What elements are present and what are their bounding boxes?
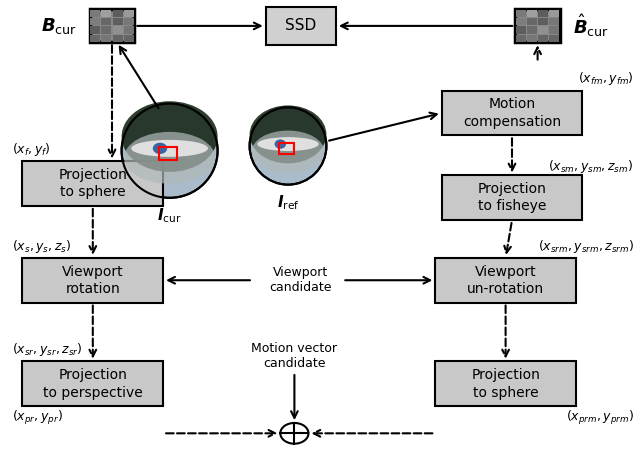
Text: $(x_{prm}, y_{prm})$: $(x_{prm}, y_{prm})$ [566,409,634,427]
Bar [113,10,123,17]
Text: SSD: SSD [285,18,316,33]
Text: $\boldsymbol{B}_{\mathrm{cur}}$: $\boldsymbol{B}_{\mathrm{cur}}$ [41,16,77,36]
Bar [101,35,111,42]
Ellipse shape [153,143,167,154]
Text: Motion vector
candidate: Motion vector candidate [252,341,337,370]
Text: Projection
to sphere: Projection to sphere [58,168,127,199]
Bar [90,26,100,34]
Bar [101,26,111,34]
Text: $(x_{pr}, y_{pr})$: $(x_{pr}, y_{pr})$ [12,409,63,427]
Bar [124,35,134,42]
Bar [266,7,336,45]
Ellipse shape [122,104,218,198]
Text: $(x_s, y_s, z_s)$: $(x_s, y_s, z_s)$ [12,237,71,255]
Bar [113,18,123,25]
Bar [516,26,525,34]
Bar [516,10,525,17]
Bar [435,362,576,406]
Bar [516,35,525,42]
Bar [527,35,537,42]
Bar [527,26,537,34]
Bar [538,18,548,25]
Ellipse shape [252,130,324,173]
Bar [124,18,134,25]
Text: Projection
to perspective: Projection to perspective [43,368,143,399]
Bar [549,10,559,17]
Bar [101,18,111,25]
Bar [279,143,294,154]
Ellipse shape [131,140,208,157]
Ellipse shape [124,132,215,184]
Text: $(x_{sm}, y_{sm}, z_{sm})$: $(x_{sm}, y_{sm}, z_{sm})$ [548,157,634,175]
Text: $(x_{fm}, y_{fm})$: $(x_{fm}, y_{fm})$ [578,70,634,88]
Bar [101,10,111,17]
Bar [515,9,560,42]
Text: Projection
to fisheye: Projection to fisheye [477,182,547,213]
Bar [22,161,163,206]
Bar [124,26,134,34]
Ellipse shape [250,107,326,185]
Text: $\boldsymbol{I}_{\mathrm{cur}}$: $\boldsymbol{I}_{\mathrm{cur}}$ [157,206,182,225]
Bar [549,26,559,34]
Bar [549,35,559,42]
Bar [538,26,548,34]
Text: Viewport
candidate: Viewport candidate [269,266,332,294]
Text: $\boldsymbol{I}_{\mathrm{ref}}$: $\boldsymbol{I}_{\mathrm{ref}}$ [276,193,300,212]
Bar [22,362,163,406]
Text: Motion
compensation: Motion compensation [463,97,561,129]
Bar [442,176,582,220]
Bar [527,18,537,25]
Bar [442,90,582,136]
Bar [159,147,177,160]
Text: $(x_{srm}, y_{srm}, z_{srm})$: $(x_{srm}, y_{srm}, z_{srm})$ [538,237,634,255]
Bar [549,18,559,25]
Ellipse shape [257,137,319,151]
Ellipse shape [122,101,218,172]
Bar [90,9,134,42]
Bar [538,10,548,17]
Ellipse shape [250,106,326,163]
Bar [538,35,548,42]
Bar [22,258,163,302]
Text: Viewport
un-rotation: Viewport un-rotation [467,265,544,296]
Bar [435,258,576,302]
Text: $\hat{\boldsymbol{B}}_{\mathrm{cur}}$: $\hat{\boldsymbol{B}}_{\mathrm{cur}}$ [573,13,609,39]
Bar [90,18,100,25]
Ellipse shape [275,139,286,149]
Text: $(x_{sr}, y_{sr}, z_{sr})$: $(x_{sr}, y_{sr}, z_{sr})$ [12,341,82,358]
Bar [124,10,134,17]
Text: Projection
to sphere: Projection to sphere [471,368,540,399]
Bar [527,10,537,17]
Bar [90,10,100,17]
Text: $(x_f, y_f)$: $(x_f, y_f)$ [12,141,51,158]
Bar [113,26,123,34]
Bar [90,35,100,42]
Circle shape [280,423,308,444]
Bar [113,35,123,42]
Bar [516,18,525,25]
Text: Viewport
rotation: Viewport rotation [62,265,124,296]
